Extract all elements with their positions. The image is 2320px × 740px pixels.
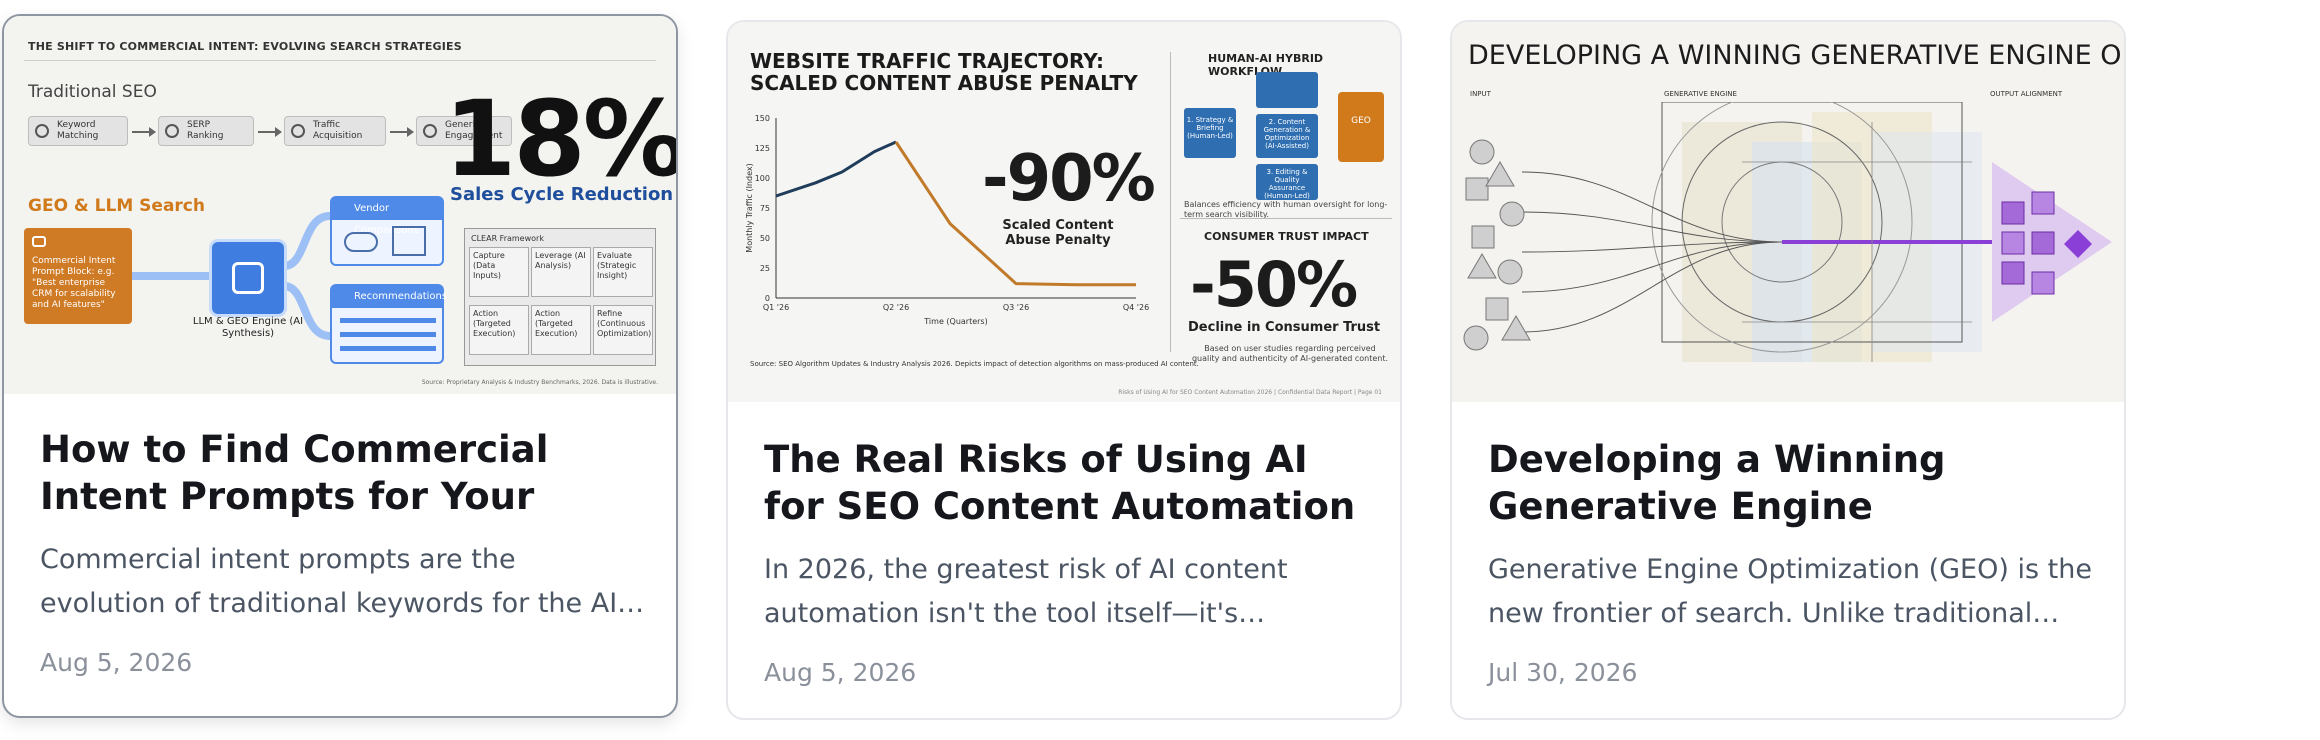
stat-label: Sales Cycle Reduction — [450, 184, 674, 205]
prompt-block: Commercial Intent Prompt Block: e.g. "Be… — [24, 228, 132, 324]
series-line-1 — [894, 141, 1136, 287]
step-engagement: Generic Engagement — [416, 116, 512, 146]
workflow-step-1b — [1256, 72, 1318, 108]
arrow-icon — [258, 127, 282, 137]
y-tick-label: 25 — [760, 264, 770, 273]
list-icon — [165, 124, 179, 138]
cursor-icon — [291, 124, 305, 138]
workflow-step-3: 3. Editing & Quality Assurance (Human-Le… — [1256, 164, 1318, 200]
input-label: INPUT — [1470, 90, 1491, 98]
search-icon — [35, 124, 49, 138]
article-thumbnail[interactable]: THE SHIFT TO COMMERCIAL INTENT: EVOLVING… — [4, 16, 676, 394]
penalty-label: Scaled Content Abuse Penalty — [1002, 218, 1114, 248]
arrow-icon — [390, 127, 414, 137]
traditional-seo-label: Traditional SEO — [28, 82, 157, 102]
article-card[interactable]: THE SHIFT TO COMMERCIAL INTENT: EVOLVING… — [2, 14, 678, 718]
y-tick-label: 150 — [755, 114, 770, 123]
arrow-icon — [132, 127, 156, 137]
report-footer: Risks of Using AI for SEO Content Automa… — [1118, 389, 1382, 396]
article-thumbnail[interactable]: DEVELOPING A WINNING GENERATIVE ENGINE O… — [1452, 22, 2124, 402]
article-date: Aug 5, 2026 — [764, 658, 917, 687]
divider — [1170, 52, 1171, 352]
y-tick-label: 100 — [755, 174, 770, 183]
article-title[interactable]: The Real Risks of Using AI for SEO Conte… — [764, 438, 1356, 528]
list-icon — [340, 318, 436, 323]
geo-box: GEO — [1338, 92, 1384, 162]
trust-value: -50% — [1190, 248, 1358, 321]
ai-chip-icon — [212, 242, 284, 314]
y-axis-label: Monthly Traffic (Index) — [745, 163, 754, 252]
workflow-step-2: 2. Content Generation & Optimization (AI… — [1256, 114, 1318, 158]
article-date: Jul 30, 2026 — [1488, 658, 1638, 687]
chart-title: WEBSITE TRAFFIC TRAJECTORY: SCALED CONTE… — [750, 49, 1138, 95]
article-excerpt: In 2026, the greatest risk of AI content… — [764, 554, 1288, 629]
article-card[interactable]: DEVELOPING A WINNING GENERATIVE ENGINE O… — [1450, 20, 2126, 720]
thumbnail-heading: THE SHIFT TO COMMERCIAL INTENT: EVOLVING… — [28, 40, 462, 53]
divider — [1180, 218, 1392, 219]
y-tick-label: 0 — [765, 294, 770, 303]
trust-note: Based on user studies regarding perceive… — [1191, 344, 1389, 363]
article-thumbnail[interactable]: WEBSITE TRAFFIC TRAJECTORY: SCALED CONTE… — [728, 22, 1400, 402]
article-title[interactable]: How to Find Commercial Intent Prompts fo… — [40, 428, 549, 518]
x-tick-label: Q2 '26 — [883, 303, 909, 312]
chart-source: Source: SEO Algorithm Updates & Industry… — [750, 360, 1199, 368]
step-keyword: Keyword Matching — [28, 116, 128, 146]
output-label: OUTPUT ALIGNMENT — [1990, 90, 2063, 98]
trust-heading: CONSUMER TRUST IMPACT — [1204, 230, 1369, 243]
user-icon — [423, 124, 437, 138]
engine-label: GENERATIVE ENGINE — [1664, 90, 1737, 98]
article-title[interactable]: Developing a Winning Generative Engine O… — [1488, 438, 1946, 528]
thumbnail-heading: DEVELOPING A WINNING GENERATIVE ENGINE O… — [1468, 40, 2124, 71]
y-tick-label: 125 — [755, 144, 770, 153]
step-traffic: Traffic Acquisition — [284, 116, 386, 146]
flow-connectors — [132, 212, 331, 340]
clear-framework: CLEAR Framework Capture (Data Inputs) Le… — [464, 228, 656, 366]
article-card[interactable]: WEBSITE TRAFFIC TRAJECTORY: SCALED CONTE… — [726, 20, 1402, 720]
series-line-0 — [775, 140, 897, 198]
workflow-note: Balances efficiency with human oversight… — [1184, 200, 1388, 219]
geo-illustration — [1463, 102, 2112, 362]
vendor-comparisons-box: Vendor Comparisons — [330, 196, 444, 266]
geo-llm-label: GEO & LLM Search — [28, 196, 205, 216]
x-tick-label: Q1 '26 — [763, 303, 789, 312]
engine-label: LLM & GEO Engine (AI Synthesis) — [192, 316, 304, 339]
chat-icon — [32, 236, 46, 247]
trust-label: Decline in Consumer Trust — [1188, 320, 1381, 335]
y-tick-label: 50 — [760, 234, 770, 243]
thumbnail-source: Source: Proprietary Analysis & Industry … — [421, 379, 658, 386]
divider — [24, 60, 656, 61]
x-tick-label: Q4 '26 — [1123, 303, 1149, 312]
traffic-chart: 0 25 50 75 100 125 150 Q1 '26 Q2 '26 Q3 '26 Q4 '26… — [745, 114, 1149, 326]
penalty-value: -90% — [982, 142, 1156, 216]
step-serp: SERP Ranking — [158, 116, 254, 146]
handshake-icon — [344, 232, 378, 252]
x-tick-label: Q3 '26 — [1003, 303, 1029, 312]
x-axis-label: Time (Quarters) — [923, 317, 987, 326]
article-excerpt: Generative Engine Optimization (GEO) is … — [1488, 554, 2092, 629]
stat-value: 18% — [444, 78, 676, 200]
article-date: Aug 5, 2026 — [40, 648, 193, 677]
y-tick-label: 75 — [760, 204, 770, 213]
recommendations-box: Recommendations — [330, 284, 447, 364]
chart-icon — [392, 226, 426, 256]
article-excerpt: Commercial intent prompts are the evolut… — [40, 544, 618, 619]
workflow-step-1: 1. Strategy & Briefing (Human-Led) — [1184, 108, 1236, 158]
